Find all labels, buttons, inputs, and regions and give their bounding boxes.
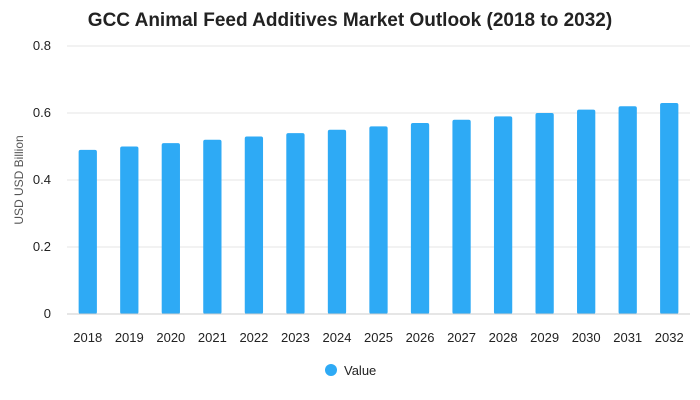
x-tick-label: 2032 <box>655 330 684 345</box>
bar-2022[interactable] <box>244 136 264 314</box>
x-tick-label: 2021 <box>198 330 227 345</box>
x-tick-label: 2029 <box>530 330 559 345</box>
x-tick-label: 2023 <box>281 330 310 345</box>
y-tick-label: 0 <box>44 306 51 321</box>
x-tick-label: 2020 <box>156 330 185 345</box>
x-tick-label: 2024 <box>323 330 352 345</box>
y-tick-label: 0.2 <box>33 239 51 254</box>
x-tick-label: 2031 <box>613 330 642 345</box>
x-tick-label: 2025 <box>364 330 393 345</box>
y-tick-label: 0.8 <box>33 38 51 53</box>
y-axis-ticks: 0 0.2 0.4 0.6 0.8 <box>33 38 51 321</box>
bar-2030[interactable] <box>577 109 596 315</box>
bar-2032[interactable] <box>660 102 679 314</box>
y-tick-label: 0.4 <box>33 172 51 187</box>
bar-2028[interactable] <box>493 116 513 314</box>
bar-2025[interactable] <box>369 126 388 315</box>
x-axis-ticks: 2018 2019 2020 2021 2022 2023 2024 2025 2026 2027… <box>73 330 683 345</box>
bar-2019[interactable] <box>120 146 139 315</box>
bar-2026[interactable] <box>410 123 430 314</box>
y-tick-label: 0.6 <box>33 105 51 120</box>
x-tick-label: 2027 <box>447 330 476 345</box>
legend[interactable]: Value <box>325 363 376 378</box>
bars <box>78 102 679 315</box>
y-axis-label: USD USD Billion <box>12 135 26 224</box>
x-tick-label: 2019 <box>115 330 144 345</box>
bar-2020[interactable] <box>161 143 180 314</box>
x-tick-label: 2026 <box>406 330 435 345</box>
legend-label: Value <box>344 363 376 378</box>
x-tick-label: 2030 <box>572 330 601 345</box>
bar-2027[interactable] <box>452 119 471 314</box>
bar-2023[interactable] <box>286 133 305 314</box>
bar-2024[interactable] <box>327 129 347 314</box>
bar-2021[interactable] <box>203 139 222 314</box>
legend-marker <box>325 364 337 376</box>
bar-2031[interactable] <box>618 106 637 314</box>
bar-2018[interactable] <box>78 149 97 314</box>
chart-title: GCC Animal Feed Additives Market Outlook… <box>88 10 612 31</box>
x-tick-label: 2022 <box>239 330 268 345</box>
x-tick-label: 2028 <box>489 330 518 345</box>
x-tick-label: 2018 <box>73 330 102 345</box>
bar-2029[interactable] <box>535 113 554 314</box>
